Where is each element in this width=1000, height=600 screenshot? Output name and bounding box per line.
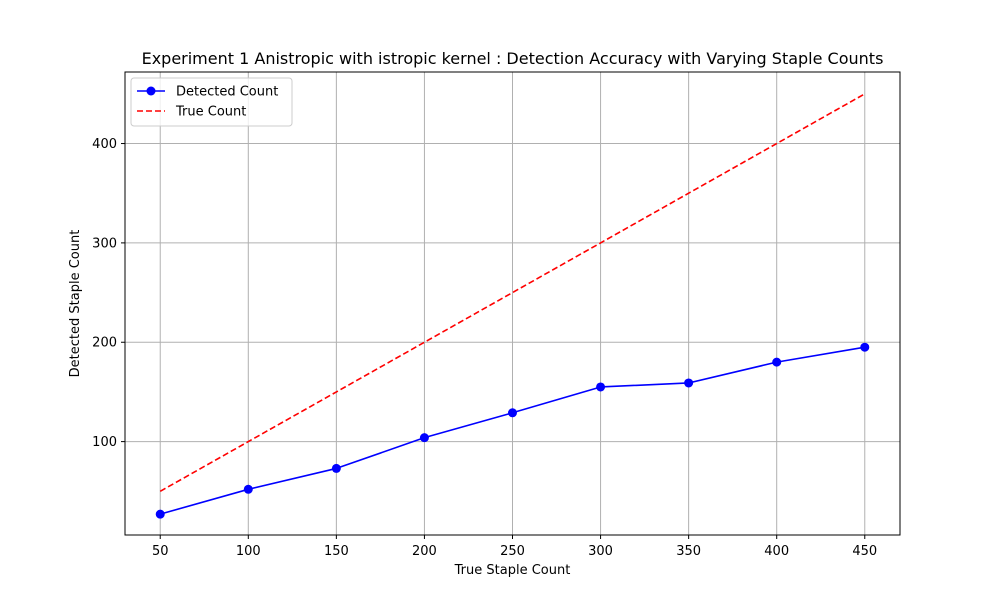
y-tick-label: 400 [92, 137, 117, 152]
y-axis: 100 200 300 400 [92, 137, 125, 450]
legend-label: Detected Count [176, 85, 278, 100]
y-tick-label: 100 [92, 435, 117, 450]
x-tick-label: 200 [412, 544, 437, 559]
grid [125, 72, 900, 535]
chart-title: Experiment 1 Anistropic with istropic ke… [142, 49, 884, 68]
x-tick-label: 450 [852, 544, 877, 559]
detected-count-point [419, 433, 429, 443]
legend-marker-detected-count [146, 86, 156, 96]
detected-count-point [508, 408, 517, 418]
detected-count-point [331, 463, 341, 473]
detected-count-point [155, 509, 165, 519]
legend: Detected Count True Count [130, 77, 293, 127]
y-axis-label: Detected Staple Count [68, 230, 83, 378]
legend-frame [130, 77, 293, 127]
plot-series [155, 93, 870, 519]
x-axis: 50 100 150 200 250 300 350 400 450 [152, 535, 877, 559]
detected-count-point [596, 382, 606, 392]
detected-count-point [860, 342, 870, 352]
x-tick-label: 400 [764, 544, 789, 559]
x-tick-label: 150 [324, 544, 349, 559]
detected-count-point [243, 484, 253, 494]
x-tick-label: 50 [152, 544, 169, 559]
legend-label: True Count [175, 105, 246, 120]
x-tick-label: 300 [588, 544, 613, 559]
x-axis-label: True Staple Count [454, 563, 571, 578]
y-tick-label: 200 [92, 336, 117, 351]
x-tick-label: 100 [236, 544, 261, 559]
y-tick-label: 300 [92, 236, 117, 251]
x-tick-label: 350 [676, 544, 701, 559]
detected-count-point [772, 357, 782, 367]
x-tick-label: 250 [500, 544, 525, 559]
detected-count-point [684, 378, 694, 388]
